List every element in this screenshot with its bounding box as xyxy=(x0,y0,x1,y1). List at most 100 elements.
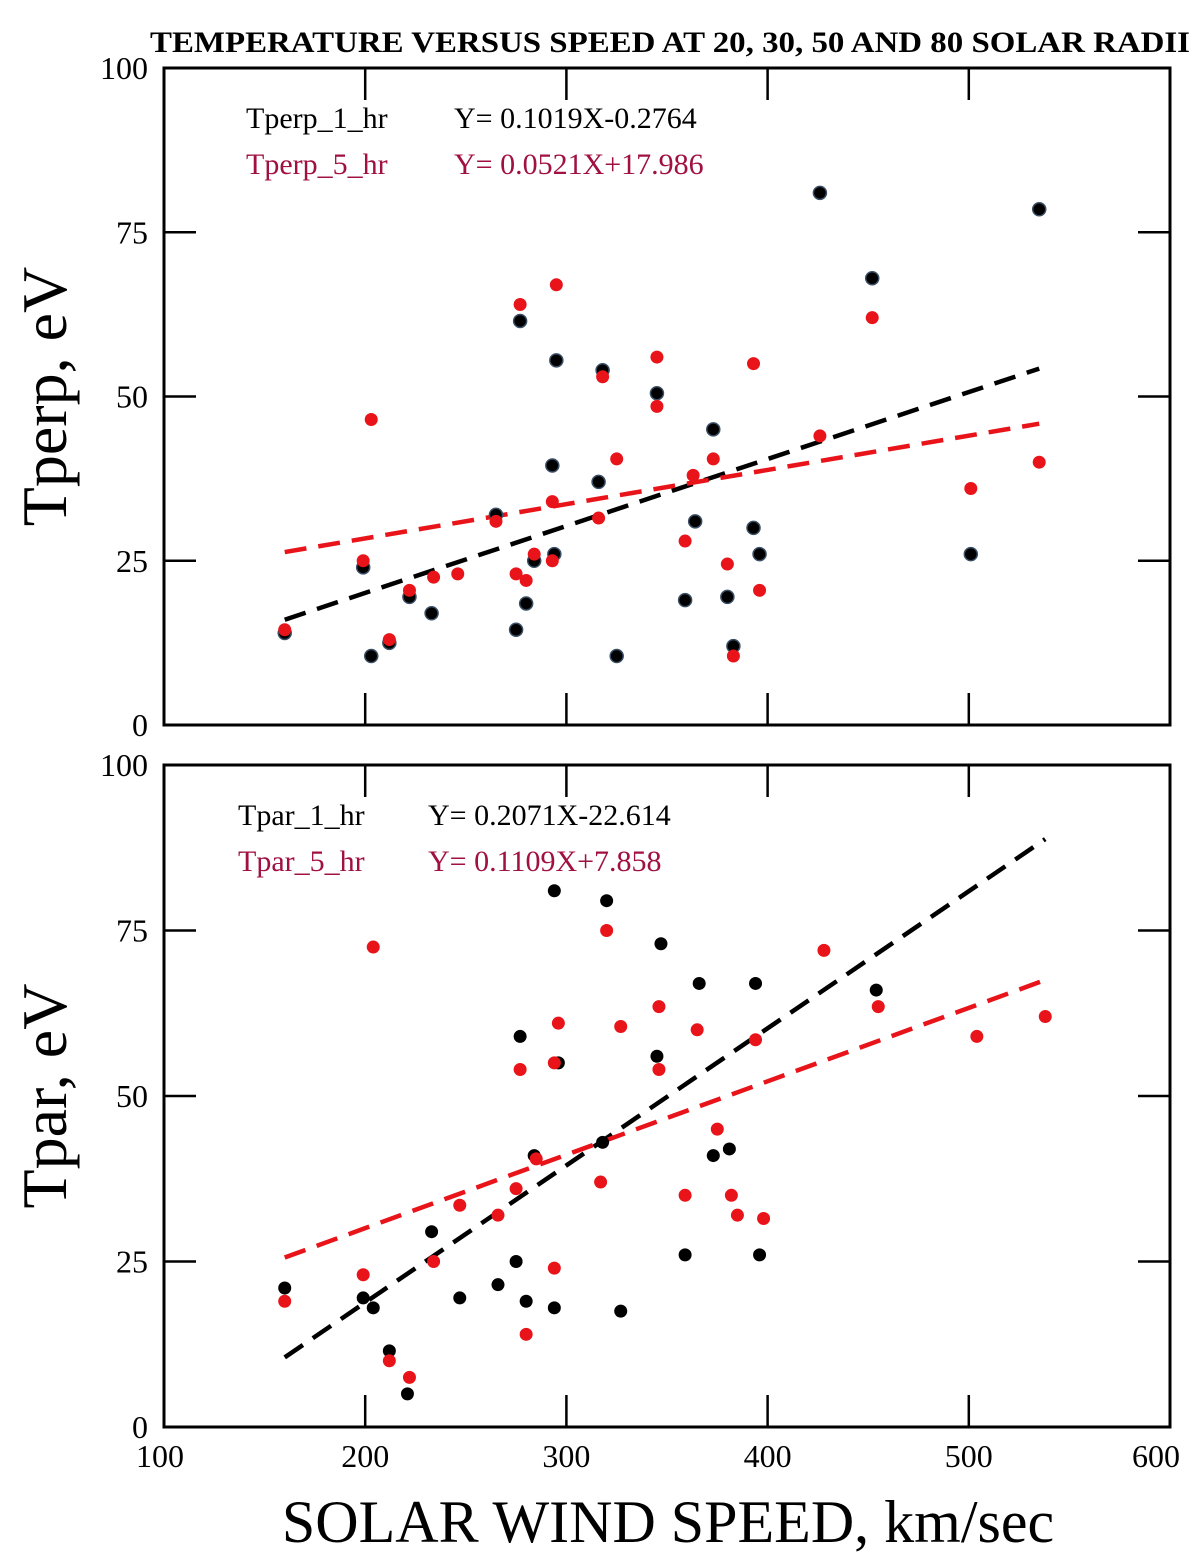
data-point-tperp_1_hr xyxy=(518,596,534,611)
data-point-tperp_5_hr xyxy=(650,399,664,413)
data-point-tpar_5_hr xyxy=(547,1261,561,1275)
y-tick-label: 0 xyxy=(132,1409,148,1445)
data-point-tpar_5_hr xyxy=(509,1182,523,1196)
data-point-tpar_5_hr xyxy=(871,1000,885,1014)
data-point-tpar_5_hr xyxy=(427,1255,441,1268)
data-point-tperp_5_hr xyxy=(753,583,767,597)
data-point-tpar_5_hr xyxy=(547,1056,561,1070)
fit-line-tperp_1_hr xyxy=(284,366,1040,622)
data-point-tperp_1_hr xyxy=(963,546,979,562)
data-point-tpar_5_hr xyxy=(529,1152,543,1166)
data-point-tpar_5_hr xyxy=(356,1268,370,1282)
data-point-tpar_5_hr xyxy=(519,1327,533,1341)
panel-tperp-ticks: 0 25 50 75 100 xyxy=(100,50,1170,743)
legend-fit-tperp-1hr: Y= 0.1019X-0.2764 xyxy=(454,102,697,135)
legend-tperp: Tperp_1_hr Y= 0.1019X-0.2764 Tperp_5_hr … xyxy=(246,102,704,181)
data-point-tperp_5_hr xyxy=(427,570,441,584)
data-point-tperp_5_hr xyxy=(964,481,978,495)
data-point-tperp_5_hr xyxy=(549,278,563,292)
data-point-tpar_5_hr xyxy=(652,1063,666,1077)
y-tick-label: 50 xyxy=(116,379,148,415)
data-point-tperp_1_hr xyxy=(649,385,665,401)
data-point-tpar_5_hr xyxy=(594,1175,608,1189)
data-point-tperp_1_hr xyxy=(424,606,439,621)
data-point-tpar_1_hr xyxy=(614,1304,628,1318)
legend-fit-tpar-5hr: Y= 0.1109X+7.858 xyxy=(428,845,662,878)
y-axis-label-tpar: Tpar, eV xyxy=(9,984,80,1209)
data-point-tpar_5_hr xyxy=(600,924,614,937)
data-point-tpar_1_hr xyxy=(513,1029,527,1043)
y-tick-label: 25 xyxy=(116,1244,148,1280)
data-point-tpar_1_hr xyxy=(654,937,668,951)
legend-name-tperp-1hr: Tperp_1_hr xyxy=(246,102,388,135)
data-point-tpar_1_hr xyxy=(491,1278,505,1292)
data-point-tpar_5_hr xyxy=(730,1208,744,1222)
y-tick-label: 0 xyxy=(132,707,148,743)
y-tick-label: 75 xyxy=(116,913,148,949)
data-point-tperp_5_hr xyxy=(545,495,559,509)
data-point-tperp_5_hr xyxy=(1032,455,1046,469)
data-point-tperp_5_hr xyxy=(726,649,740,663)
figure-title: TEMPERATURE VERSUS SPEED AT 20, 30, 50 A… xyxy=(150,26,1190,59)
data-point-tpar_5_hr xyxy=(1038,1010,1052,1024)
x-tick-label: 400 xyxy=(744,1438,792,1474)
data-point-tpar_1_hr xyxy=(366,1301,380,1315)
legend-name-tperp-5hr: Tperp_5_hr xyxy=(246,148,388,181)
data-point-tperp_5_hr xyxy=(402,583,416,597)
legend-name-tpar-5hr: Tpar_5_hr xyxy=(238,845,365,878)
data-point-tpar_1_hr xyxy=(382,1344,396,1358)
data-point-tperp_1_hr xyxy=(864,270,880,286)
data-point-tpar_1_hr xyxy=(650,1049,664,1063)
x-tick-label: 100 xyxy=(136,1438,184,1474)
legend-name-tpar-1hr: Tpar_1_hr xyxy=(238,799,365,832)
fit-line-tperp_5_hr xyxy=(284,421,1040,555)
fit-line-tpar_5_hr xyxy=(283,977,1047,1260)
data-point-tperp_1_hr xyxy=(706,422,721,437)
y-tick-label: 50 xyxy=(116,1078,148,1114)
panel-tpar: 0 25 50 75 100 100 200 300 400 500 600 Tpar, eV Tp… xyxy=(9,747,1180,1474)
data-point-tpar_1_hr xyxy=(753,1248,767,1262)
x-tick-label: 200 xyxy=(341,1438,389,1474)
data-point-tperp_1_hr xyxy=(549,353,564,368)
y-tick-label: 100 xyxy=(100,50,148,86)
legend-tpar: Tpar_1_hr Y= 0.2071X-22.614 Tpar_5_hr Y=… xyxy=(238,799,671,878)
data-point-tperp_5_hr xyxy=(527,547,541,561)
data-point-tpar_1_hr xyxy=(869,983,883,997)
fit-line-tpar_1_hr xyxy=(283,837,1047,1360)
data-point-tpar_1_hr xyxy=(706,1149,720,1163)
data-point-tpar_5_hr xyxy=(366,940,380,954)
data-point-tperp_5_hr xyxy=(706,452,720,466)
data-point-tperp_5_hr xyxy=(592,511,606,525)
data-point-tpar_5_hr xyxy=(513,1063,527,1077)
data-point-tpar_5_hr xyxy=(382,1354,396,1368)
data-point-tperp_5_hr xyxy=(686,468,700,482)
legend-fit-tperp-5hr: Y= 0.0521X+17.986 xyxy=(454,148,704,181)
y-tick-label: 75 xyxy=(116,214,148,250)
data-point-tperp_5_hr xyxy=(513,298,527,312)
y-tick-label: 100 xyxy=(100,747,148,783)
data-point-tperp_5_hr xyxy=(650,350,664,364)
data-point-tperp_1_hr xyxy=(512,313,528,329)
data-point-tpar_1_hr xyxy=(519,1294,533,1308)
data-point-tperp_5_hr xyxy=(610,452,624,466)
data-point-tperp_5_hr xyxy=(451,567,465,581)
data-point-tpar_5_hr xyxy=(652,1000,666,1014)
data-point-tpar_1_hr xyxy=(547,884,561,898)
data-point-tperp_5_hr xyxy=(509,567,523,581)
data-point-tpar_1_hr xyxy=(547,1301,561,1315)
data-point-tperp_1_hr xyxy=(746,520,761,536)
data-point-tpar_5_hr xyxy=(402,1370,416,1384)
x-tick-label: 500 xyxy=(945,1438,993,1474)
data-point-tpar_1_hr xyxy=(356,1291,370,1305)
data-point-tpar_1_hr xyxy=(509,1255,523,1268)
data-point-tperp_1_hr xyxy=(545,458,560,473)
panel-tperp-frame xyxy=(162,66,1172,727)
data-point-tpar_5_hr xyxy=(551,1016,565,1030)
data-point-tpar_1_hr xyxy=(453,1291,467,1305)
data-point-tpar_5_hr xyxy=(749,1033,763,1047)
data-point-tpar_5_hr xyxy=(757,1211,771,1225)
data-point-tpar_5_hr xyxy=(817,943,831,957)
data-point-tperp_1_hr xyxy=(752,546,767,562)
data-point-tperp_5_hr xyxy=(678,534,692,548)
